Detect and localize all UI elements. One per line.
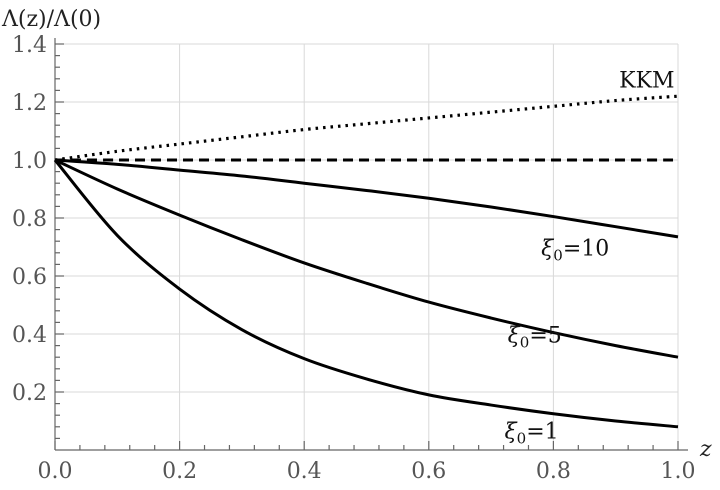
- annotation-xi-value: =1: [526, 419, 558, 444]
- annotation-xi-subscript: 0: [520, 334, 530, 352]
- annotation-xi-symbol: ξ: [541, 237, 555, 262]
- y-tick-label: 1.0: [12, 149, 47, 174]
- series-xi0-5-line: [54, 158, 679, 359]
- series-group: [53, 94, 679, 429]
- y-tick-label: 0.6: [12, 265, 47, 290]
- annotation-xi: ξ0=10: [541, 237, 609, 265]
- axes: [54, 38, 688, 451]
- annotation-xi-subscript: 0: [517, 429, 527, 447]
- annotation-xi: ξ0=1: [505, 419, 559, 447]
- x-tick-label: 0.6: [411, 459, 446, 484]
- series-kkm-line: [54, 94, 679, 162]
- annotation-xi-value: =5: [529, 324, 561, 349]
- annotation-xi-value: =10: [563, 237, 609, 262]
- x-axis-title: z: [699, 437, 712, 462]
- y-tick-label: 0.2: [12, 381, 47, 406]
- annotation-kkm: KKM: [619, 69, 674, 94]
- annotation-xi-subscript: 0: [553, 247, 563, 265]
- x-tick-label: 0.4: [287, 459, 322, 484]
- y-tick-label: 0.8: [12, 207, 47, 232]
- annotation-xi-symbol: ξ: [505, 419, 519, 444]
- x-tick-label: 1.0: [661, 459, 696, 484]
- annotation-xi-symbol: ξ: [508, 324, 522, 349]
- y-tick-label: 1.4: [12, 33, 47, 58]
- x-tick-label: 0.2: [162, 459, 197, 484]
- ticks: 0.0 0.2 0.4 0.6 0.8 1.0 0.2 0.4 0.6 0.8 1.0 1.2 1.4: [12, 33, 696, 484]
- y-tick-label: 1.2: [12, 91, 47, 116]
- y-tick-label: 0.4: [12, 323, 47, 348]
- series-xi0-10-line: [54, 158, 679, 239]
- annotation-xi: ξ0=5: [508, 324, 562, 352]
- x-tick-label: 0.8: [536, 459, 571, 484]
- y-axis-title: Λ(z)/Λ(0): [1, 7, 101, 32]
- x-tick-label: 0.0: [38, 459, 73, 484]
- series-xi0-1-line: [53, 159, 679, 429]
